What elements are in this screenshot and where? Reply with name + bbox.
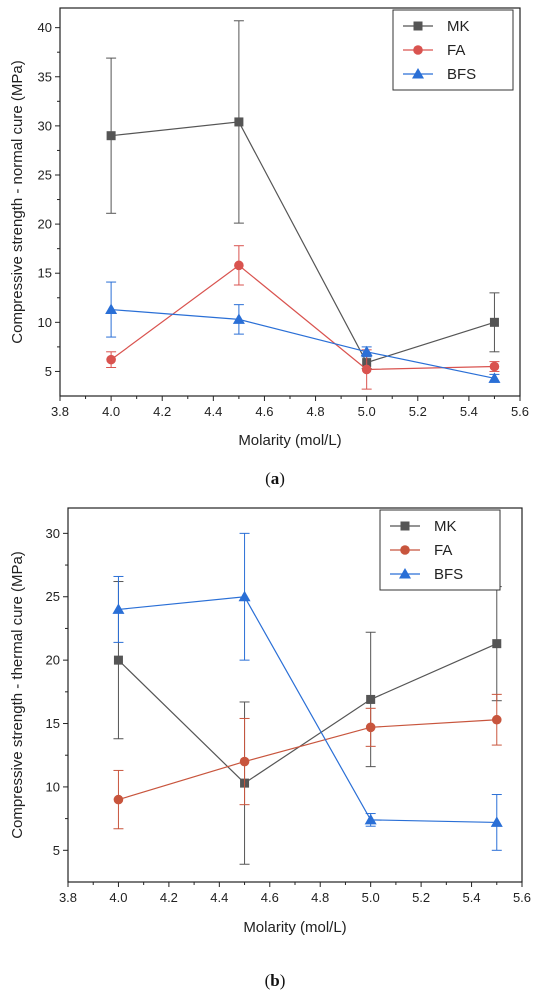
series-fa (106, 245, 500, 390)
legend-marker (399, 568, 411, 579)
x-tick-label: 5.0 (358, 404, 376, 419)
legend-label: FA (447, 42, 465, 59)
data-point (365, 722, 376, 733)
data-point (113, 655, 123, 665)
x-axis-title: Molarity (mol/L) (238, 432, 341, 449)
x-tick-label: 4.0 (109, 890, 127, 905)
y-tick-label: 30 (46, 526, 60, 541)
legend: MK FA BFS (392, 9, 514, 91)
legend-marker (413, 45, 423, 55)
x-tick-label: 5.6 (511, 404, 529, 419)
data-point (364, 813, 377, 825)
chart-panel-b: 3.8 4.0 4.2 4.4 4.6 4.8 5.0 5.2 5.4 5.6 5 10 15 20 25 3… (9, 507, 531, 990)
x-tick-label: 5.4 (460, 404, 478, 419)
x-tick-label: 5.6 (513, 890, 531, 905)
y-tick-label: 25 (38, 167, 52, 182)
data-point (360, 345, 373, 357)
legend-marker (413, 21, 423, 31)
data-point (489, 317, 499, 327)
x-tick-label: 4.8 (311, 890, 329, 905)
data-point (232, 313, 245, 324)
x-tick-label: 4.6 (255, 404, 273, 419)
data-point (113, 794, 124, 805)
data-point (492, 639, 502, 649)
x-tick-label: 3.8 (59, 890, 77, 905)
data-point (234, 260, 244, 271)
x-tick-label: 4.6 (261, 890, 279, 905)
legend-label: FA (434, 542, 452, 559)
x-tick-label: 5.0 (362, 890, 380, 905)
y-tick-label: 10 (38, 315, 52, 330)
x-tick-label: 4.8 (307, 404, 325, 419)
data-point (366, 694, 376, 704)
series-bfs (112, 532, 503, 851)
y-axis-title: Compressive strength - normal cure (MPa) (9, 60, 26, 343)
chart-panel-a: 3.8 4.0 4.2 4.4 4.6 4.8 5.0 5.2 5.4 5.6 5 10 15 20 25 3… (9, 7, 529, 488)
x-tick-label: 3.8 (51, 404, 69, 419)
figure-caption: (b) (265, 971, 286, 990)
data-point (238, 590, 251, 602)
legend-label: BFS (447, 66, 476, 83)
data-point (489, 361, 500, 372)
x-axis-title: Molarity (mol/L) (243, 919, 346, 936)
data-point (106, 131, 116, 141)
series-line (118, 596, 497, 824)
series-line (111, 308, 495, 379)
legend: MK FA BFS (379, 509, 501, 591)
legend-label: MK (434, 518, 457, 535)
y-tick-label: 25 (46, 589, 60, 604)
data-point (491, 714, 502, 725)
y-tick-label: 5 (45, 364, 52, 379)
figure-caption: (a) (265, 469, 285, 488)
y-tick-label: 30 (38, 118, 52, 133)
data-point (488, 372, 501, 383)
y-tick-label: 35 (38, 69, 52, 84)
legend-label: BFS (434, 566, 463, 583)
data-point (239, 756, 250, 767)
x-tick-label: 4.4 (210, 890, 228, 905)
x-tick-label: 4.2 (160, 890, 178, 905)
data-point (106, 354, 116, 365)
y-tick-label: 5 (53, 843, 60, 858)
legend-marker (400, 521, 410, 531)
data-point (361, 364, 372, 375)
data-point (490, 816, 503, 827)
series-line (111, 121, 495, 364)
x-tick-label: 5.4 (463, 890, 481, 905)
legend-marker (400, 545, 410, 555)
y-tick-label: 15 (46, 716, 60, 731)
x-tick-label: 4.4 (204, 404, 222, 419)
series-line (110, 264, 495, 371)
series-line (118, 719, 497, 801)
y-tick-label: 10 (46, 779, 60, 794)
legend-marker (412, 68, 424, 79)
data-point (234, 117, 244, 127)
x-tick-label: 4.2 (153, 404, 171, 419)
x-tick-label: 4.0 (102, 404, 120, 419)
series-line (118, 643, 498, 784)
y-tick-label: 15 (38, 266, 52, 281)
series-bfs (105, 281, 501, 383)
y-tick-label: 20 (46, 653, 60, 668)
y-tick-label: 40 (38, 20, 52, 35)
legend-label: MK (447, 18, 470, 35)
x-tick-label: 5.2 (409, 404, 427, 419)
data-point (105, 303, 118, 315)
series-fa (113, 693, 502, 830)
data-point (112, 603, 125, 614)
y-axis-title: Compressive strength - thermal cure (MPa… (9, 551, 26, 839)
y-tick-label: 20 (38, 217, 52, 232)
x-tick-label: 5.2 (412, 890, 430, 905)
